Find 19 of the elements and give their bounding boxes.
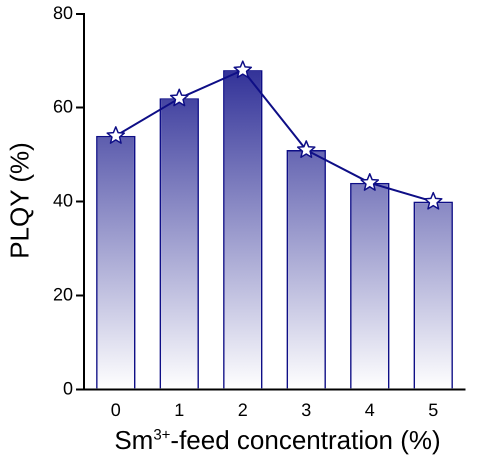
- x-tick-label: 5: [428, 400, 438, 420]
- y-tick-label: 80: [52, 2, 74, 23]
- y-tick-label: 20: [52, 284, 74, 304]
- x-tick-label: 0: [110, 400, 121, 420]
- x-axis-title: Sm$^{3+}$-feed concentration (%): [113, 425, 442, 456]
- x-tick-label: 3: [301, 400, 312, 420]
- point: [233, 60, 252, 78]
- y-tick-label: 0: [63, 378, 74, 398]
- y-tick-label: 60: [52, 96, 74, 117]
- x-tick-label: 2: [238, 400, 248, 420]
- point: [360, 173, 380, 191]
- y-axis-title: PLQY (%): [4, 141, 36, 261]
- point: [296, 140, 316, 158]
- point: [424, 192, 443, 210]
- point: [170, 88, 189, 106]
- point: [106, 126, 126, 144]
- x-tick-label: 4: [364, 400, 375, 420]
- y-tick-label: 40: [52, 190, 74, 211]
- x-tick-label: 1: [174, 400, 184, 420]
